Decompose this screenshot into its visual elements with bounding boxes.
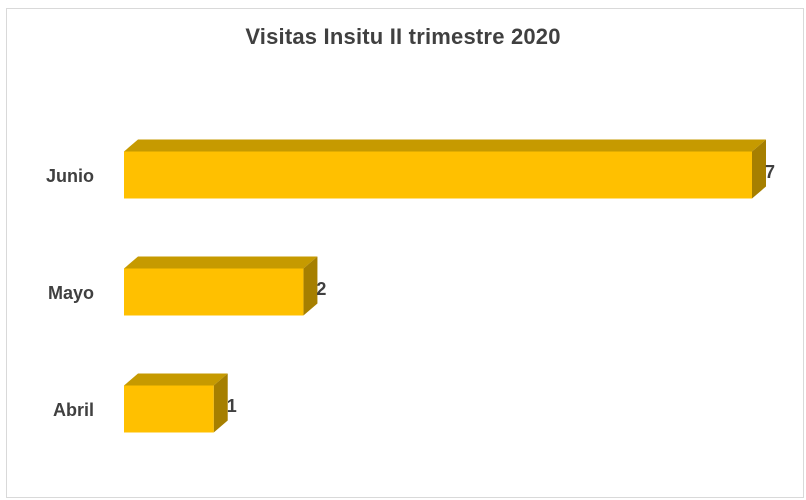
bar-front-face <box>124 385 214 433</box>
bar-abril <box>124 373 228 433</box>
bar-mayo <box>124 256 318 316</box>
data-label-mayo: 2 <box>316 279 326 299</box>
bar-front-face <box>124 151 752 199</box>
bar-side-face <box>752 139 766 199</box>
bar-top-face <box>124 256 318 269</box>
category-label-junio: Junio <box>46 166 94 186</box>
bar-top-face <box>124 139 766 152</box>
chart-title: Visitas Insitu II trimestre 2020 <box>245 24 561 49</box>
bar-junio <box>124 139 766 199</box>
bar-front-face <box>124 268 304 316</box>
data-label-junio: 7 <box>765 162 775 182</box>
data-label-abril: 1 <box>227 396 237 416</box>
category-label-abril: Abril <box>53 400 94 420</box>
category-label-mayo: Mayo <box>48 283 94 303</box>
bar-side-face <box>303 256 318 316</box>
bar-top-face <box>124 373 228 386</box>
bar-side-face <box>213 373 228 433</box>
